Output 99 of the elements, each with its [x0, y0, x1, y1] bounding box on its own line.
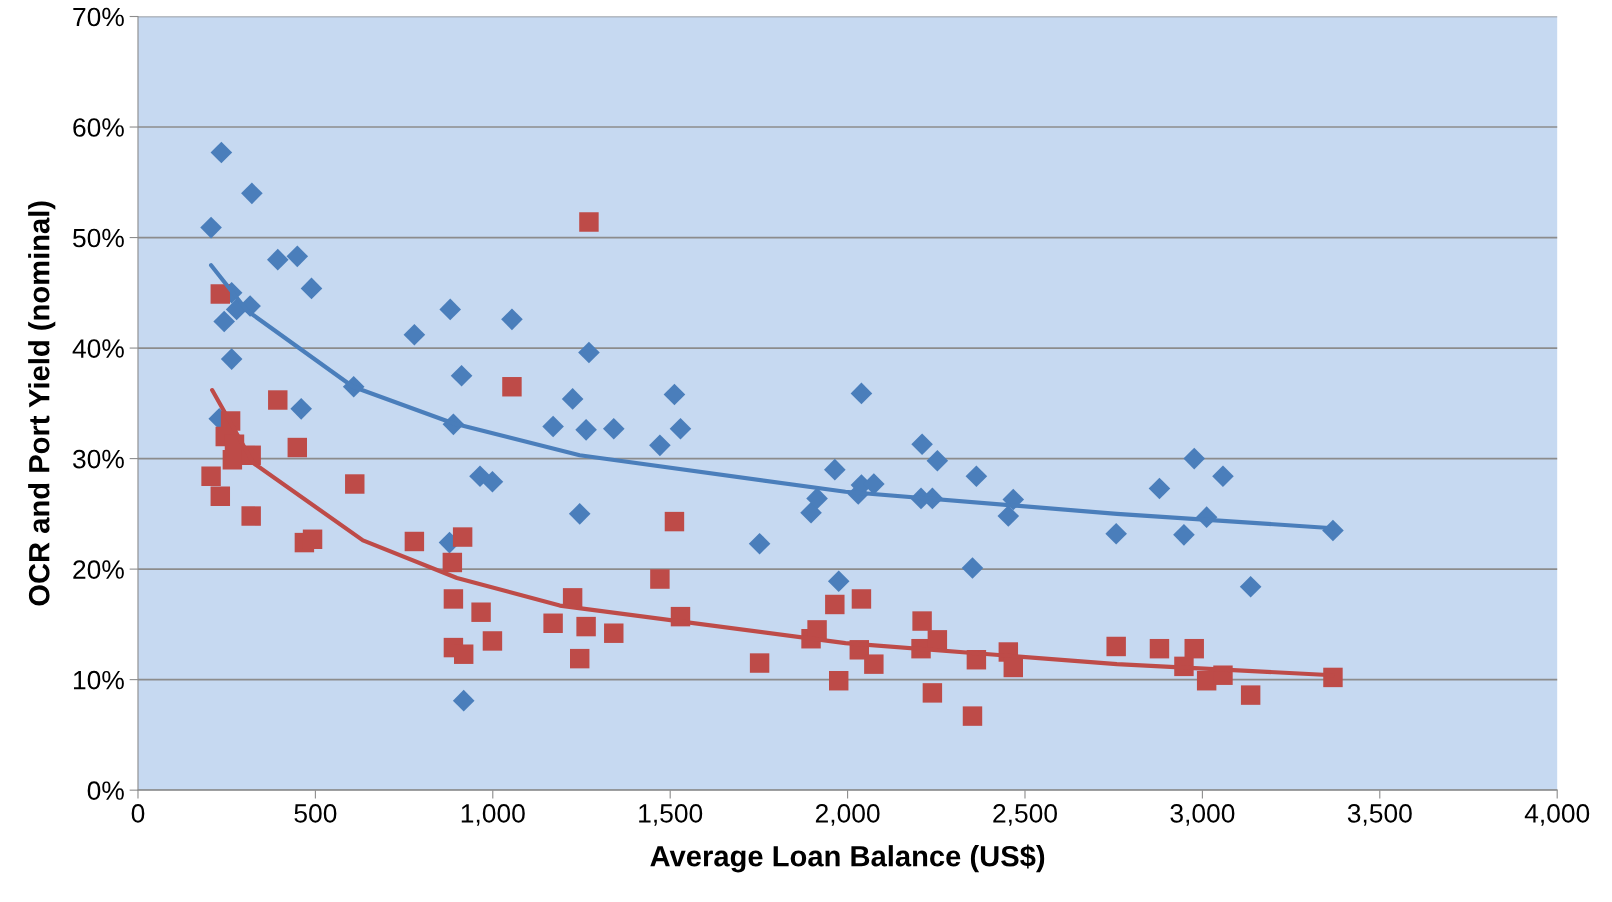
point	[543, 613, 563, 633]
y-tick-label: 60%	[73, 118, 124, 137]
point	[927, 630, 948, 650]
y-axis-title: OCR and Port Yield (nominal)	[28, 201, 56, 606]
x-tick-label: 1,000	[461, 804, 525, 826]
point	[481, 471, 504, 493]
point	[1105, 522, 1127, 545]
point	[443, 589, 464, 609]
point	[1212, 465, 1234, 488]
point	[578, 341, 600, 364]
point	[748, 532, 771, 555]
point	[210, 141, 233, 164]
point	[1183, 447, 1206, 470]
point	[663, 383, 686, 406]
point	[452, 689, 475, 712]
point	[452, 527, 473, 547]
x-tick-label: 2,000	[815, 804, 880, 826]
point	[579, 212, 599, 232]
point	[266, 248, 289, 271]
point	[403, 324, 426, 346]
x-tick-label: 0	[131, 804, 145, 823]
point	[302, 529, 323, 549]
point	[825, 594, 845, 615]
y-tick-label: 30%	[72, 449, 124, 469]
point	[749, 653, 770, 673]
point	[442, 552, 463, 573]
point	[561, 388, 584, 410]
point	[300, 277, 323, 300]
point	[482, 631, 503, 651]
point	[602, 417, 625, 440]
point	[439, 298, 462, 321]
point	[241, 182, 263, 205]
point	[851, 589, 872, 609]
point	[404, 531, 425, 552]
point	[568, 503, 591, 525]
point	[1106, 636, 1126, 657]
point	[922, 683, 943, 703]
point	[471, 602, 491, 622]
point	[962, 706, 983, 726]
point	[1003, 657, 1023, 678]
point	[210, 486, 231, 506]
point	[1149, 638, 1170, 659]
y-tick-label: 40%	[72, 339, 124, 358]
point	[649, 434, 671, 457]
point	[345, 474, 365, 494]
point	[287, 437, 308, 458]
point	[911, 433, 933, 456]
point	[997, 505, 1020, 527]
point	[604, 623, 624, 643]
x-tick-label: 4,000	[1524, 804, 1590, 826]
point	[502, 377, 522, 397]
x-tick-label: 3,000	[1170, 804, 1235, 826]
point	[926, 450, 949, 472]
point	[829, 671, 849, 691]
point	[286, 245, 309, 268]
x-tick-label: 3,500	[1347, 804, 1412, 826]
point	[542, 415, 564, 438]
point	[807, 620, 827, 640]
point	[965, 465, 988, 488]
x-axis-title: Average Loan Balance (US$)	[650, 844, 1045, 873]
point	[576, 616, 596, 637]
y-tick-label: 20%	[73, 560, 124, 579]
y-tick-label: 50%	[73, 228, 124, 248]
point	[806, 487, 828, 510]
y-tick-label: 70%	[73, 7, 124, 27]
point	[1184, 638, 1204, 659]
x-tick-label: 2,500	[993, 804, 1057, 826]
point	[575, 419, 597, 441]
point	[453, 644, 474, 664]
point	[1240, 685, 1261, 705]
point	[800, 501, 822, 524]
y-tick-label: 0%	[87, 781, 124, 800]
point	[650, 569, 670, 589]
point	[450, 364, 473, 387]
point	[850, 382, 873, 405]
point	[669, 417, 692, 440]
point	[912, 611, 932, 631]
point	[961, 557, 984, 579]
point	[1173, 524, 1195, 546]
point	[290, 398, 312, 420]
point	[501, 308, 523, 331]
y-tick-label: 10%	[73, 670, 124, 690]
point	[827, 570, 850, 593]
point	[864, 654, 884, 674]
point	[241, 506, 261, 526]
point	[213, 310, 236, 333]
x-tick-label: 1,500	[639, 804, 703, 826]
point	[220, 348, 243, 370]
point	[569, 648, 590, 669]
point	[222, 449, 243, 470]
point	[1239, 575, 1262, 598]
point	[824, 458, 846, 481]
point	[1148, 477, 1171, 500]
point	[210, 284, 231, 304]
point	[201, 466, 221, 486]
point	[268, 390, 288, 410]
point	[664, 511, 685, 532]
x-tick-label: 500	[294, 804, 337, 823]
point	[200, 216, 222, 239]
